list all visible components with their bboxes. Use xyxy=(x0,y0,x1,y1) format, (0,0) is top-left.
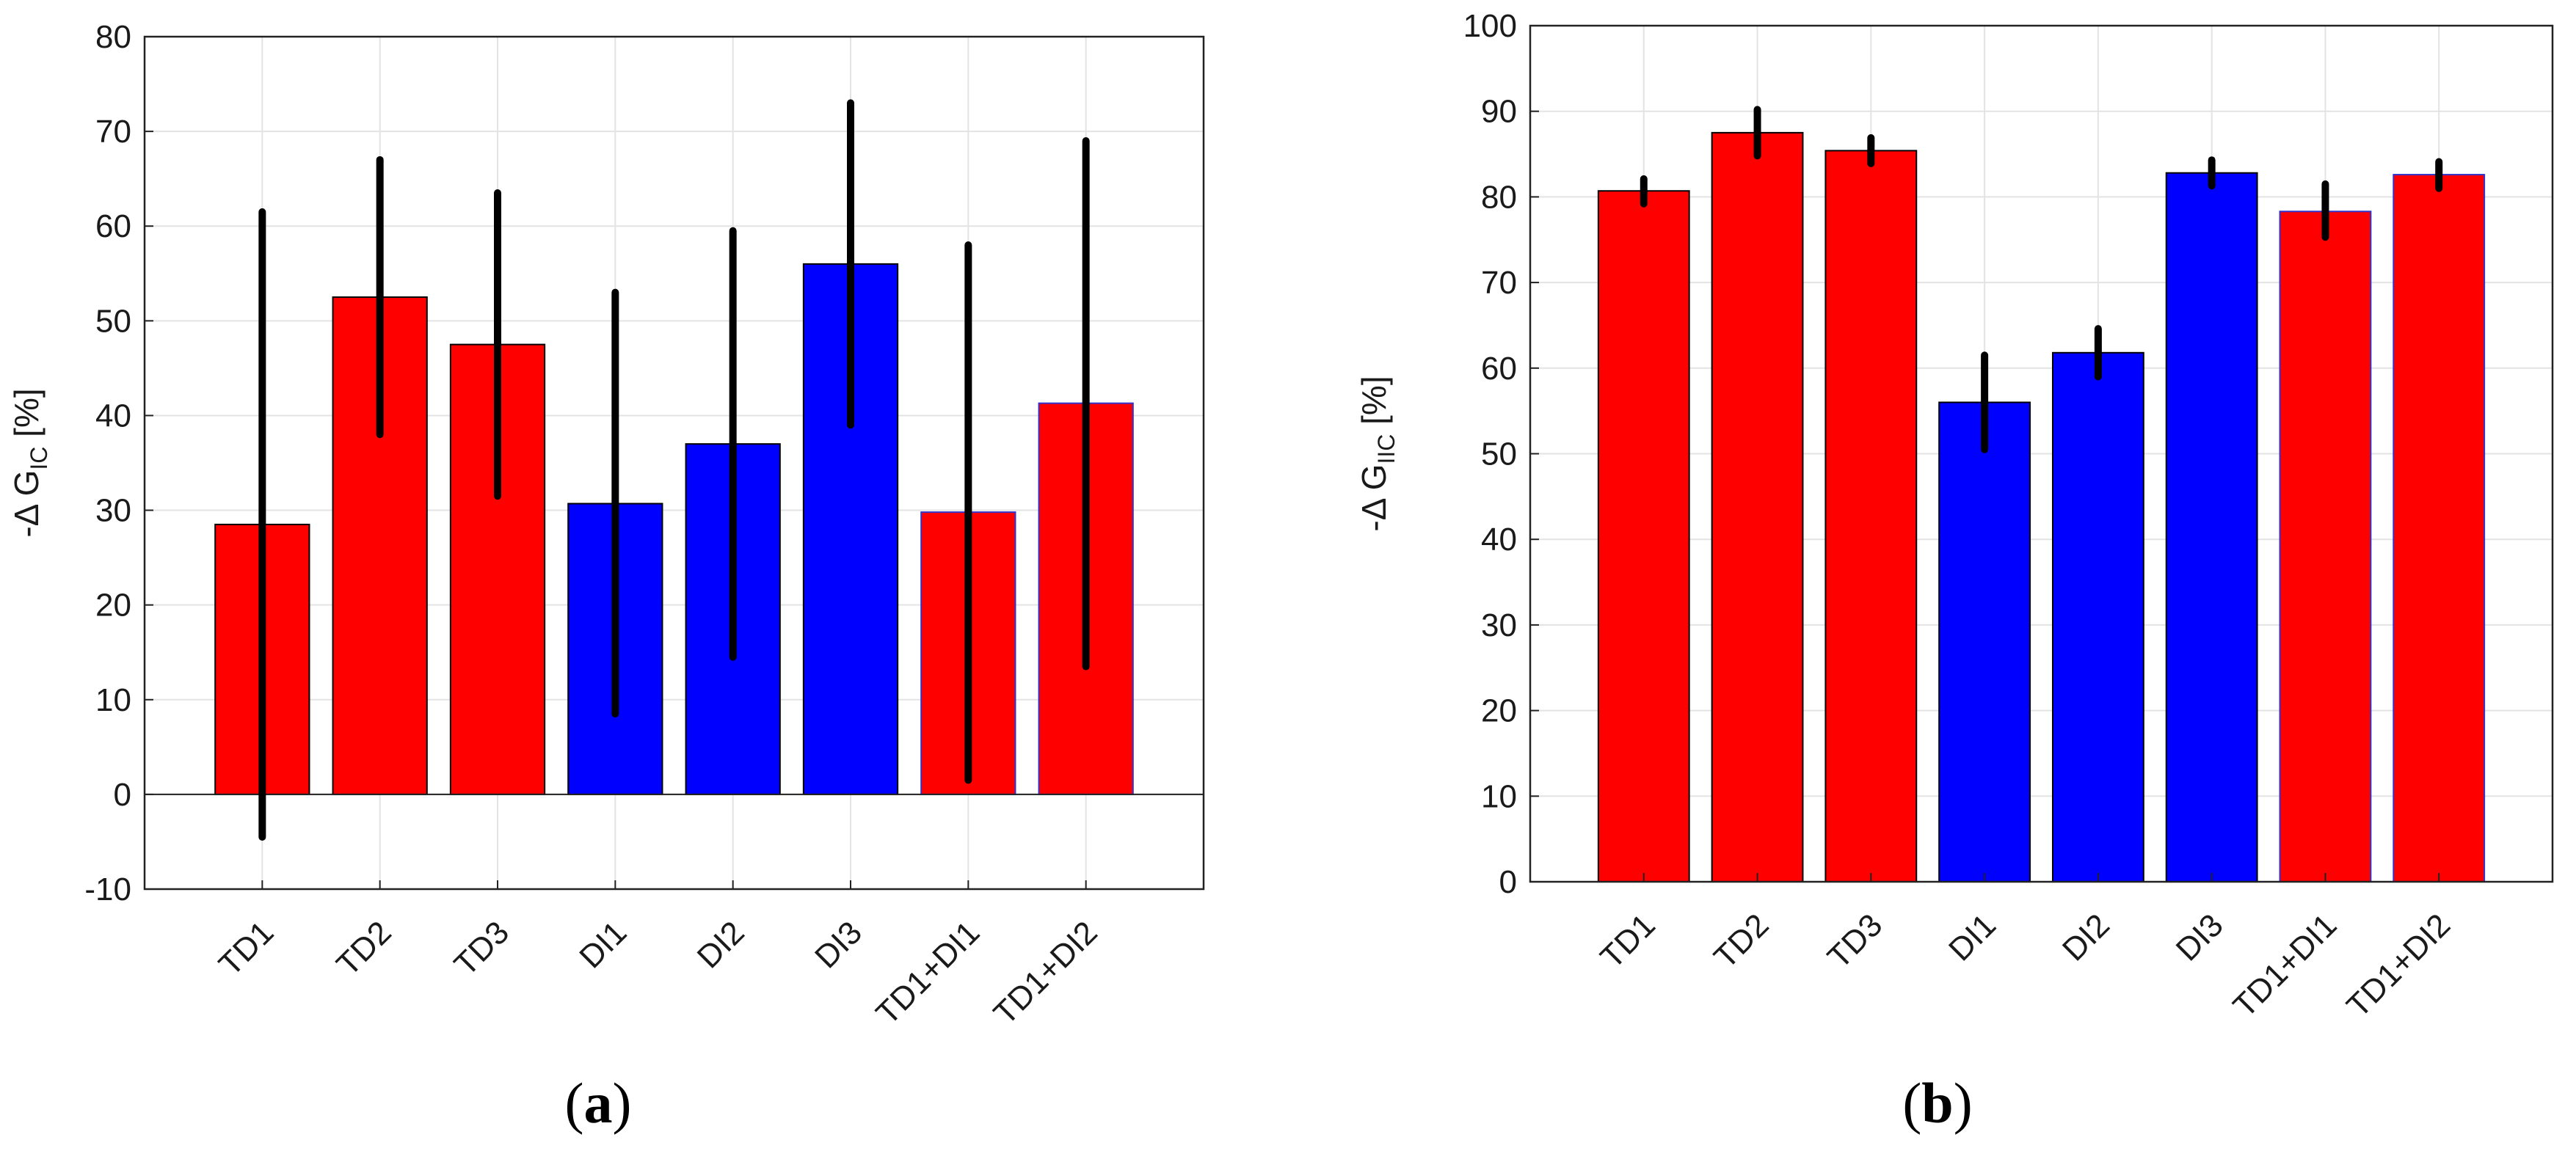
y-tick-label: 20 xyxy=(1481,693,1517,729)
y-tick-label: 50 xyxy=(1481,436,1517,472)
y-tick-label: 80 xyxy=(1481,179,1517,215)
x-tick-label: DI3 xyxy=(808,914,869,975)
y-tick-label: 10 xyxy=(95,682,131,718)
bar-td2 xyxy=(1711,131,1804,883)
y-tick-label: 90 xyxy=(1481,94,1517,130)
bar-td3 xyxy=(1824,150,1918,883)
y-axis-label: -Δ GIIC [%] xyxy=(1355,376,1400,531)
bar-td1-plus-di1 xyxy=(2279,211,2372,883)
y-tick-label: 40 xyxy=(1481,522,1517,558)
y-tick-label: 30 xyxy=(1481,607,1517,643)
x-tick-label: TD1+DI2 xyxy=(2340,907,2457,1024)
y-axis-label-sub: IIC xyxy=(1373,434,1400,464)
y-tick-label: 0 xyxy=(114,777,131,813)
panel-a-label: (a) xyxy=(565,1071,632,1135)
bar-td1 xyxy=(1597,190,1690,883)
x-tick-label: DI1 xyxy=(572,914,633,975)
x-tick-label: TD3 xyxy=(1821,907,1889,975)
x-tick-label: TD1+DI1 xyxy=(2226,907,2343,1024)
axes-frame xyxy=(143,35,1205,891)
y-tick-label: 70 xyxy=(1481,265,1517,301)
y-tick-label: 0 xyxy=(1499,864,1517,900)
bar-td1-plus-di2 xyxy=(2393,174,2486,883)
y-tick-label: 60 xyxy=(1481,351,1517,387)
y-axis-label-unit: [%] xyxy=(1355,376,1393,434)
bar-di2 xyxy=(2051,351,2144,883)
x-tick-label: DI2 xyxy=(691,914,752,975)
y-axis-label-main: -Δ G xyxy=(1355,464,1393,532)
x-tick-label: TD1 xyxy=(212,914,280,982)
y-tick-label: 70 xyxy=(95,114,131,150)
x-tick-label: DI3 xyxy=(2169,907,2230,968)
y-tick-label: 30 xyxy=(95,493,131,529)
y-tick-label: 50 xyxy=(95,303,131,339)
y-axis-label-unit: [%] xyxy=(7,388,46,446)
x-tick-label: TD2 xyxy=(1707,907,1775,975)
x-tick-label: TD1+DI2 xyxy=(987,914,1105,1031)
y-tick-label: 20 xyxy=(95,588,131,624)
panel-b-label: (b) xyxy=(1902,1071,1972,1135)
plot-area xyxy=(145,37,1204,889)
chart-panel-b: (b) 0 10 20 30 40 50 60 70 80 90 100 TD1 TD2 TD3 DI1 DI… xyxy=(1355,8,2554,1135)
chart-panel-a: (a) -10 0 10 20 30 40 50 60 70 80 TD1 TD2 TD3 DI1 DI2 D… xyxy=(7,19,1205,1135)
y-tick-label: 60 xyxy=(95,208,131,244)
y-tick-label: -10 xyxy=(84,872,131,907)
y-tick-label: 80 xyxy=(95,19,131,55)
x-tick-label: TD1 xyxy=(1593,907,1662,975)
x-tick-label: DI1 xyxy=(1942,907,2003,968)
x-tick-label: DI2 xyxy=(2056,907,2117,968)
x-tick-label: TD1+DI1 xyxy=(869,914,986,1031)
y-axis-label-main: -Δ G xyxy=(7,470,46,538)
y-tick-label: 10 xyxy=(1481,778,1517,814)
x-tick-label: TD3 xyxy=(448,914,516,982)
y-axis-label-sub: IC xyxy=(26,447,52,470)
bar-di1 xyxy=(1938,401,2031,883)
bar-di3 xyxy=(2165,172,2258,883)
x-tick-label: TD2 xyxy=(330,914,398,982)
y-tick-label: 40 xyxy=(95,398,131,434)
y-tick-label: 100 xyxy=(1463,8,1517,44)
axes-frame xyxy=(1529,24,2554,883)
y-axis-label: -Δ GIC [%] xyxy=(7,388,52,537)
